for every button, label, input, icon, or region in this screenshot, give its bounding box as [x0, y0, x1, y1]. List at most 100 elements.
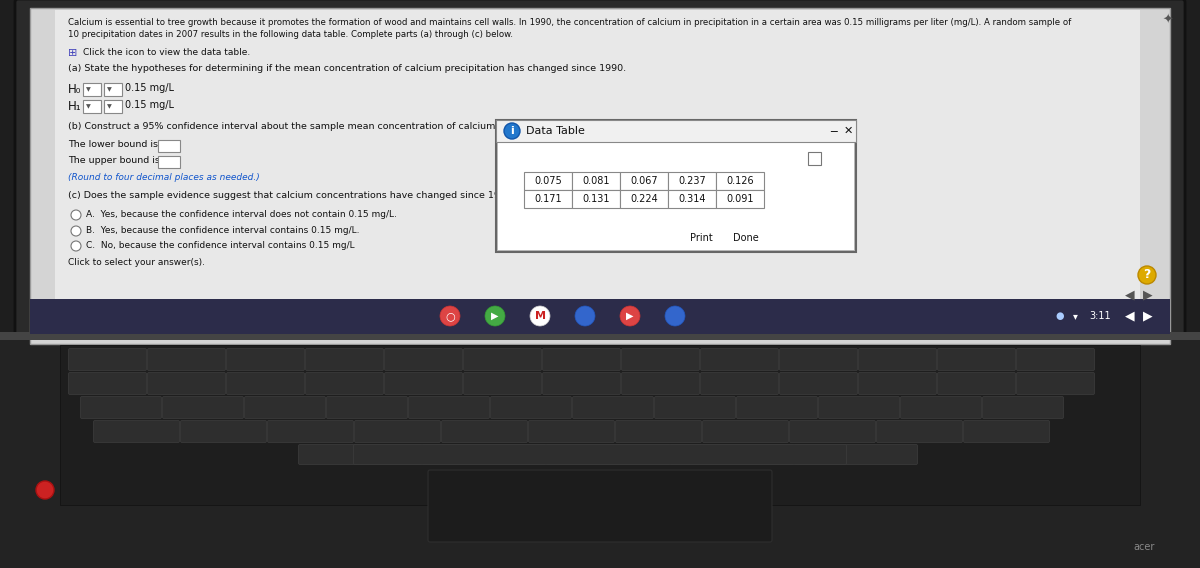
FancyBboxPatch shape — [542, 349, 620, 370]
FancyBboxPatch shape — [463, 349, 541, 370]
Bar — [524, 190, 572, 208]
Text: ◀: ◀ — [1126, 310, 1135, 323]
FancyBboxPatch shape — [964, 420, 1050, 442]
Bar — [496, 120, 856, 142]
FancyBboxPatch shape — [654, 396, 736, 419]
Text: 0.15 mg/L: 0.15 mg/L — [125, 100, 174, 110]
Text: Data Table: Data Table — [526, 126, 584, 136]
Bar — [524, 172, 572, 190]
FancyBboxPatch shape — [68, 373, 146, 395]
Bar — [572, 172, 620, 190]
Bar — [104, 83, 122, 96]
FancyBboxPatch shape — [671, 445, 793, 465]
Text: Calcium is essential to tree growth because it promotes the formation of wood an: Calcium is essential to tree growth beca… — [68, 18, 1072, 27]
Text: ✕: ✕ — [844, 126, 853, 136]
Circle shape — [485, 306, 505, 326]
Text: ▼: ▼ — [107, 104, 112, 109]
FancyBboxPatch shape — [900, 396, 982, 419]
FancyBboxPatch shape — [937, 349, 1015, 370]
Bar — [498, 122, 854, 250]
Circle shape — [1138, 266, 1156, 284]
Circle shape — [71, 226, 82, 236]
FancyBboxPatch shape — [876, 420, 962, 442]
Text: 0.224: 0.224 — [630, 194, 658, 204]
Circle shape — [71, 210, 82, 220]
FancyBboxPatch shape — [622, 373, 700, 395]
Circle shape — [530, 306, 550, 326]
Bar — [496, 120, 856, 252]
Text: H₁: H₁ — [68, 100, 82, 113]
Bar — [30, 299, 1170, 334]
FancyBboxPatch shape — [148, 349, 226, 370]
Text: 10 precipitation dates in 2007 results in the following data table. Complete par: 10 precipitation dates in 2007 results i… — [68, 30, 514, 39]
Text: (b) Construct a 95% confidence interval about the sample mean concentration of c: (b) Construct a 95% confidence interval … — [68, 122, 562, 131]
Text: ●: ● — [1056, 311, 1064, 321]
FancyBboxPatch shape — [94, 420, 180, 442]
Text: A.  Yes, because the confidence interval does not contain 0.15 mg/L.: A. Yes, because the confidence interval … — [86, 210, 397, 219]
FancyBboxPatch shape — [528, 420, 614, 442]
Bar — [158, 156, 180, 168]
FancyBboxPatch shape — [858, 349, 936, 370]
Text: ?: ? — [1144, 269, 1151, 282]
Bar — [0, 335, 1200, 568]
Text: C.  No, because the confidence interval contains 0.15 mg/L: C. No, because the confidence interval c… — [86, 241, 355, 250]
Circle shape — [620, 306, 640, 326]
Text: 0.075: 0.075 — [534, 176, 562, 186]
Text: (Round to four decimal places as needed.): (Round to four decimal places as needed.… — [68, 173, 259, 182]
Text: ▶: ▶ — [1144, 289, 1153, 302]
Circle shape — [575, 306, 595, 326]
Text: M: M — [534, 311, 546, 321]
FancyBboxPatch shape — [180, 420, 266, 442]
FancyBboxPatch shape — [737, 396, 817, 419]
FancyBboxPatch shape — [572, 396, 654, 419]
Text: 0.081: 0.081 — [582, 176, 610, 186]
FancyBboxPatch shape — [326, 396, 408, 419]
Text: Click the icon to view the data table.: Click the icon to view the data table. — [83, 48, 251, 57]
FancyBboxPatch shape — [306, 349, 384, 370]
FancyBboxPatch shape — [408, 396, 490, 419]
FancyBboxPatch shape — [354, 420, 440, 442]
Text: ▶: ▶ — [491, 311, 499, 321]
Circle shape — [36, 481, 54, 499]
FancyBboxPatch shape — [80, 396, 162, 419]
Text: (c) Does the sample evidence suggest that calcium concentrations have changed si: (c) Does the sample evidence suggest tha… — [68, 191, 517, 200]
FancyBboxPatch shape — [245, 396, 325, 419]
FancyBboxPatch shape — [463, 373, 541, 395]
FancyBboxPatch shape — [1016, 373, 1094, 395]
FancyBboxPatch shape — [546, 445, 670, 465]
FancyBboxPatch shape — [794, 445, 918, 465]
Text: ▼: ▼ — [107, 87, 112, 92]
Text: ▼: ▼ — [86, 87, 91, 92]
Bar — [0, 332, 1200, 340]
Bar — [620, 172, 668, 190]
FancyBboxPatch shape — [384, 349, 462, 370]
Text: ▶: ▶ — [1144, 310, 1153, 323]
Bar — [668, 172, 716, 190]
Bar — [620, 190, 668, 208]
FancyBboxPatch shape — [701, 349, 779, 370]
FancyBboxPatch shape — [227, 349, 305, 370]
Text: ○: ○ — [445, 311, 455, 321]
Text: ▾: ▾ — [1073, 311, 1078, 321]
FancyBboxPatch shape — [780, 373, 858, 395]
Text: Done: Done — [733, 233, 758, 243]
FancyBboxPatch shape — [790, 420, 876, 442]
Text: ⊞: ⊞ — [68, 48, 77, 58]
Text: 0.237: 0.237 — [678, 176, 706, 186]
Text: 0.314: 0.314 — [678, 194, 706, 204]
FancyBboxPatch shape — [702, 420, 788, 442]
FancyBboxPatch shape — [227, 373, 305, 395]
Text: acer: acer — [1134, 542, 1154, 552]
Bar — [83, 100, 101, 113]
FancyBboxPatch shape — [858, 373, 936, 395]
Bar — [60, 345, 1140, 505]
Text: 0.091: 0.091 — [726, 194, 754, 204]
Circle shape — [71, 241, 82, 251]
Text: ▼: ▼ — [86, 104, 91, 109]
Text: 0.131: 0.131 — [582, 194, 610, 204]
FancyBboxPatch shape — [616, 420, 702, 442]
Circle shape — [440, 306, 460, 326]
FancyBboxPatch shape — [299, 445, 421, 465]
Bar — [83, 83, 101, 96]
FancyBboxPatch shape — [148, 373, 226, 395]
